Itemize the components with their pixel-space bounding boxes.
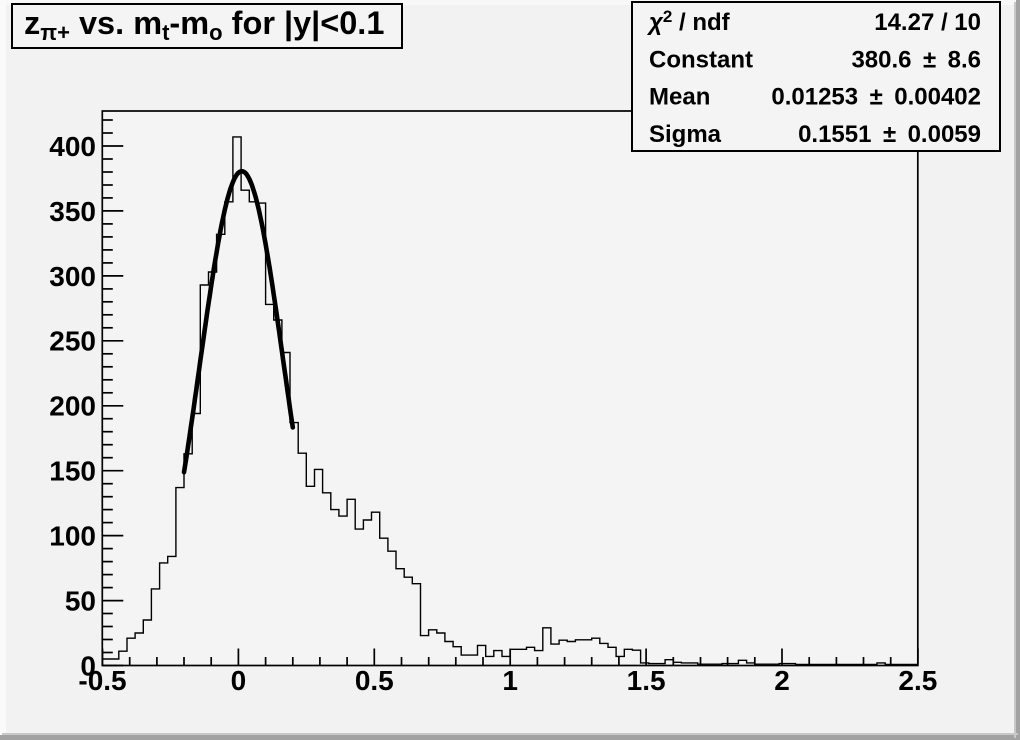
svg-text:0.5: 0.5 [355,665,394,696]
svg-text:200: 200 [49,391,96,422]
svg-text:400: 400 [49,131,96,162]
svg-text:14.27 / 10: 14.27 / 10 [874,9,981,36]
svg-text:1: 1 [502,665,518,696]
svg-text:50: 50 [65,586,96,617]
svg-text:Constant: Constant [649,46,753,73]
svg-text:150: 150 [49,456,96,487]
svg-text:350: 350 [49,196,96,227]
svg-text:380.6 ± 8.6: 380.6 ± 8.6 [851,46,981,73]
svg-text:250: 250 [49,326,96,357]
svg-text:300: 300 [49,261,96,292]
svg-text:2: 2 [774,665,790,696]
svg-text:-0.5: -0.5 [78,665,126,696]
svg-text:0: 0 [231,665,247,696]
svg-text:1.5: 1.5 [627,665,666,696]
svg-text:Sigma: Sigma [649,121,722,148]
svg-text:100: 100 [49,521,96,552]
svg-text:0: 0 [80,650,96,681]
svg-text:0.01253 ± 0.00402: 0.01253 ± 0.00402 [771,84,981,111]
svg-text:0.1551 ± 0.0059: 0.1551 ± 0.0059 [798,121,981,148]
svg-text:χ2 / ndf: χ2 / ndf [646,7,731,36]
svg-text:Mean: Mean [649,84,710,111]
svg-text:2.5: 2.5 [898,665,937,696]
svg-text:zπ+ vs. mt-mo for |y|<0.1: zπ+ vs. mt-mo for |y|<0.1 [24,5,384,45]
